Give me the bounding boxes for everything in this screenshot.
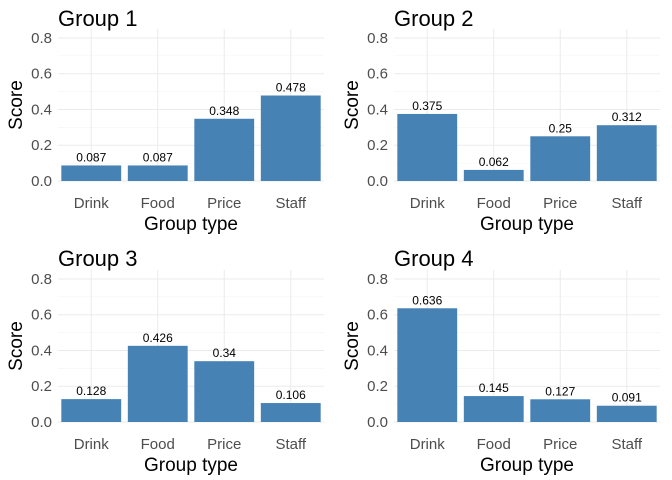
bar	[530, 399, 591, 422]
y-axis-title: Score	[6, 80, 27, 130]
x-tick-label: Staff	[275, 195, 306, 212]
bar	[127, 165, 188, 181]
x-tick-label: Price	[543, 195, 577, 212]
data-label: 0.087	[76, 150, 106, 164]
data-label: 0.062	[479, 155, 509, 169]
y-axis-title: Score	[342, 80, 363, 130]
data-label: 0.087	[143, 150, 173, 164]
bar	[596, 405, 657, 422]
x-tick-label: Drink	[410, 436, 446, 453]
bar	[260, 95, 321, 181]
bar	[194, 361, 255, 422]
x-tick-label: Food	[141, 436, 175, 453]
y-tick-label: 0.2	[367, 137, 388, 154]
panel-title: Group 3	[58, 246, 138, 271]
chart-panel: 0.128 0.426 0.34 0.106 0.0 0.2 0.4 0.6 0.8 Drink F…	[6, 246, 324, 476]
x-tick-label: Staff	[611, 195, 642, 212]
x-tick-label: Drink	[410, 195, 446, 212]
x-axis-title: Group type	[480, 455, 574, 476]
x-tick-label: Staff	[275, 436, 306, 453]
bar	[61, 165, 122, 181]
bar	[61, 399, 122, 422]
y-tick-label: 0.8	[31, 30, 52, 47]
x-tick-label: Food	[477, 436, 511, 453]
panel-title: Group 1	[58, 6, 138, 31]
data-label: 0.312	[612, 110, 642, 124]
bar	[194, 118, 255, 181]
y-tick-label: 0.4	[31, 342, 52, 359]
chart-panel: 0.087 0.087 0.348 0.478 0.0 0.2 0.4 0.6 0.8 Drink…	[6, 6, 324, 235]
y-tick-label: 0.8	[367, 271, 388, 288]
data-label: 0.091	[612, 391, 642, 405]
data-label: 0.478	[276, 81, 306, 95]
y-tick-label: 0.0	[31, 414, 52, 431]
y-tick-label: 0.6	[31, 66, 52, 83]
data-label: 0.348	[209, 104, 239, 118]
x-tick-label: Food	[477, 195, 511, 212]
x-tick-label: Price	[207, 195, 241, 212]
panel-title: Group 4	[394, 246, 474, 271]
y-axis-title: Score	[6, 321, 27, 371]
data-label: 0.636	[412, 293, 442, 307]
y-tick-label: 0.4	[31, 101, 52, 118]
y-tick-label: 0.2	[367, 378, 388, 395]
data-label: 0.426	[143, 331, 173, 345]
x-tick-label: Drink	[74, 436, 110, 453]
y-tick-label: 0.6	[367, 307, 388, 324]
data-label: 0.25	[549, 121, 573, 135]
chart-panel: 0.636 0.145 0.127 0.091 0.0 0.2 0.4 0.6 0.8 Drink…	[342, 246, 660, 476]
y-tick-label: 0.4	[367, 101, 388, 118]
x-axis-title: Group type	[144, 214, 238, 235]
y-tick-label: 0.2	[31, 378, 52, 395]
data-label: 0.145	[479, 381, 509, 395]
x-tick-label: Price	[207, 436, 241, 453]
bar	[397, 308, 458, 422]
data-label: 0.127	[545, 384, 575, 398]
y-tick-label: 0.6	[367, 66, 388, 83]
bar	[127, 345, 188, 422]
y-axis-title: Score	[342, 321, 363, 371]
x-tick-label: Food	[141, 195, 175, 212]
y-tick-label: 0.6	[31, 307, 52, 324]
y-tick-label: 0.2	[31, 137, 52, 154]
data-label: 0.375	[412, 99, 442, 113]
data-label: 0.128	[76, 384, 106, 398]
y-tick-label: 0.8	[367, 30, 388, 47]
x-tick-label: Staff	[611, 436, 642, 453]
y-tick-label: 0.8	[31, 271, 52, 288]
bar	[463, 396, 524, 422]
y-tick-label: 0.0	[367, 414, 388, 431]
bar	[260, 403, 321, 422]
bar	[596, 125, 657, 181]
y-tick-label: 0.4	[367, 342, 388, 359]
data-label: 0.106	[276, 388, 306, 402]
bar	[463, 169, 524, 181]
panel-title: Group 2	[394, 6, 474, 31]
data-label: 0.34	[213, 346, 237, 360]
x-tick-label: Drink	[74, 195, 110, 212]
bar	[397, 113, 458, 181]
y-tick-label: 0.0	[367, 173, 388, 190]
chart-panel: 0.375 0.062 0.25 0.312 0.0 0.2 0.4 0.6 0.8 Drink F…	[342, 6, 660, 235]
bar	[530, 136, 591, 181]
x-tick-label: Price	[543, 436, 577, 453]
x-axis-title: Group type	[480, 214, 574, 235]
x-axis-title: Group type	[144, 455, 238, 476]
y-tick-label: 0.0	[31, 173, 52, 190]
